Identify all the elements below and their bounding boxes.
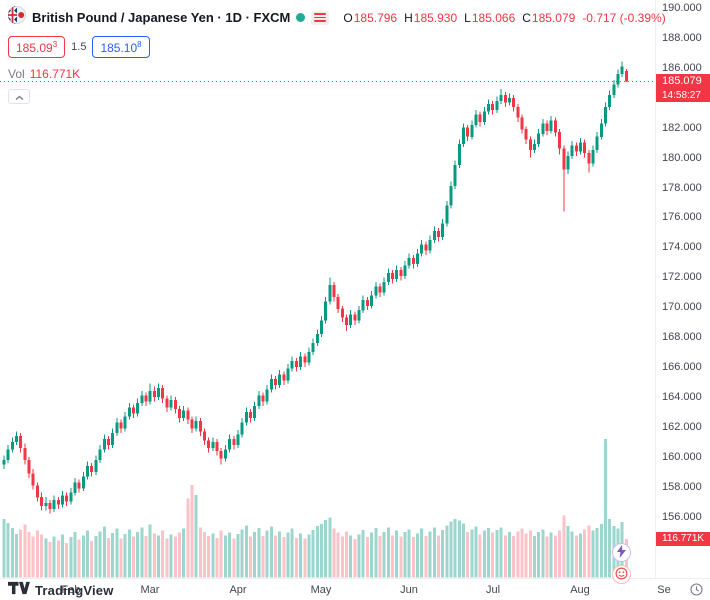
volume-axis-label: 116.771K bbox=[656, 532, 710, 546]
volume-bars bbox=[2, 438, 628, 578]
legend: British Pound / Japanese Yen · 1D · FXCM… bbox=[8, 6, 666, 104]
close-value: 185.079 bbox=[531, 10, 576, 25]
lightning-button[interactable] bbox=[612, 543, 631, 562]
time-axis-label: Jul bbox=[485, 584, 501, 596]
time-axis-label: Feb bbox=[61, 584, 81, 596]
price-tick: 170.000 bbox=[662, 301, 702, 313]
sell-button[interactable]: 185.093 bbox=[8, 36, 66, 58]
collapse-legend-button[interactable] bbox=[8, 89, 30, 104]
time-axis-label: Aug bbox=[570, 584, 590, 596]
chevron-up-icon bbox=[15, 89, 24, 104]
candlestick-chart[interactable] bbox=[0, 0, 655, 578]
volume-value: 116.771K bbox=[29, 67, 81, 81]
price-tick: 178.000 bbox=[662, 182, 702, 194]
volume-row: Vol 116.771K bbox=[8, 67, 666, 81]
price-tick: 162.000 bbox=[662, 421, 702, 433]
time-axis-label: Jun bbox=[400, 584, 418, 596]
price-tick: 172.000 bbox=[662, 271, 702, 283]
logo-text: TradingView bbox=[35, 583, 114, 598]
lightning-icon bbox=[616, 544, 627, 561]
smiley-icon bbox=[615, 566, 628, 583]
emoji-button[interactable] bbox=[612, 565, 631, 584]
market-status-dot-icon[interactable] bbox=[296, 13, 306, 22]
price-tick: 182.000 bbox=[662, 122, 702, 134]
price-tick: 180.000 bbox=[662, 152, 702, 164]
open-value: 185.796 bbox=[353, 10, 398, 25]
price-tick: 156.000 bbox=[662, 511, 702, 523]
chart-pane: British Pound / Japanese Yen · 1D · FXCM… bbox=[0, 0, 666, 584]
high-value: 185.930 bbox=[413, 10, 458, 25]
time-axis-label: Mar bbox=[140, 584, 160, 596]
bid-ask-row: 185.093 1.5 185.108 bbox=[8, 36, 666, 58]
spread-value: 1.5 bbox=[71, 41, 87, 53]
price-tick: 164.000 bbox=[662, 391, 702, 403]
timezone-clock-icon[interactable] bbox=[690, 583, 703, 599]
bar-countdown: 14:58:27 bbox=[656, 89, 710, 102]
price-tick: 158.000 bbox=[662, 481, 702, 493]
symbol-title[interactable]: British Pound / Japanese Yen · 1D · FXCM bbox=[32, 10, 291, 25]
currency-pair-flag-icon bbox=[8, 6, 26, 29]
change-value: -0.717 (-0.39%) bbox=[582, 10, 666, 25]
last-price-label: 185.079 bbox=[656, 74, 710, 89]
candles bbox=[2, 61, 628, 514]
low-value: 185.066 bbox=[471, 10, 516, 25]
quick-action-buttons bbox=[612, 543, 631, 584]
tradingview-logo[interactable]: TradingView bbox=[7, 581, 114, 600]
legend-menu-icon[interactable] bbox=[311, 10, 330, 25]
price-tick: 174.000 bbox=[662, 241, 702, 253]
price-tick: 176.000 bbox=[662, 211, 702, 223]
tradingview-monogram-icon bbox=[7, 581, 30, 600]
legend-symbol-row: British Pound / Japanese Yen · 1D · FXCM… bbox=[8, 6, 666, 29]
time-axis-label: Se bbox=[657, 584, 671, 596]
price-tick: 188.000 bbox=[662, 32, 702, 44]
price-tick: 166.000 bbox=[662, 361, 702, 373]
price-axis[interactable]: 185.079 14:58:27 116.771K 190.000 188.000… bbox=[655, 0, 710, 578]
time-axis[interactable]: Feb Mar Apr May Jun Jul Aug Se bbox=[0, 578, 710, 600]
ohlc-values: O 185.796 H 185.930 L 185.066 C 185.079 -0.7… bbox=[343, 10, 666, 25]
price-tick: 186.000 bbox=[662, 62, 702, 74]
price-tick: 160.000 bbox=[662, 451, 702, 463]
volume-label[interactable]: Vol bbox=[8, 67, 25, 81]
buy-button[interactable]: 185.108 bbox=[92, 36, 150, 58]
time-axis-label: May bbox=[310, 584, 332, 596]
price-tick: 168.000 bbox=[662, 331, 702, 343]
price-tick: 190.000 bbox=[662, 2, 702, 14]
time-axis-label: Apr bbox=[229, 584, 247, 596]
